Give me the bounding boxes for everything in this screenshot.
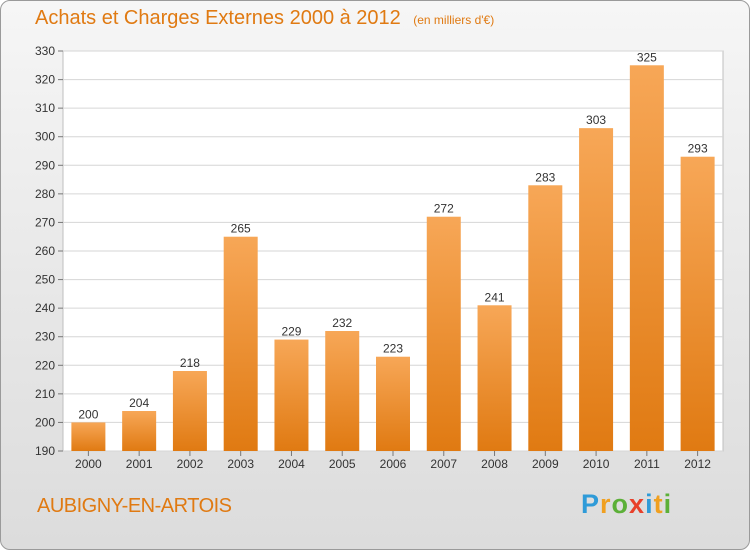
x-tick-label: 2008: [481, 457, 508, 471]
y-tick-label: 330: [35, 44, 55, 58]
brand-letter: P: [581, 489, 601, 519]
y-tick-label: 270: [35, 215, 55, 229]
data-label: 303: [586, 113, 606, 127]
brand-letter: r: [600, 489, 612, 519]
x-tick-label: 2006: [380, 457, 407, 471]
bar: [274, 339, 309, 451]
x-tick-label: 2010: [583, 457, 610, 471]
y-tick-label: 300: [35, 130, 55, 144]
data-label: 293: [688, 142, 708, 156]
brand-letter: t: [653, 489, 664, 519]
x-tick-label: 2002: [177, 457, 204, 471]
y-tick-label: 210: [35, 387, 55, 401]
data-label: 272: [434, 202, 454, 216]
x-tick-label: 2000: [75, 457, 102, 471]
bar: [426, 216, 461, 451]
y-tick-label: 240: [35, 301, 55, 315]
y-tick-label: 320: [35, 73, 55, 87]
data-label: 283: [535, 170, 555, 184]
bar: [629, 65, 664, 452]
bar: [528, 185, 563, 452]
data-label: 325: [637, 50, 657, 64]
y-tick-label: 190: [35, 444, 55, 458]
data-label: 241: [485, 290, 505, 304]
bars: 200 204 218 265 229 232 223 272 241 283 303 325 293: [71, 50, 715, 452]
brand-letter: i: [645, 489, 654, 519]
x-tick-label: 2005: [329, 457, 356, 471]
x-tick-label: 2011: [634, 457, 660, 471]
y-tick-label: 290: [35, 158, 55, 172]
y-tick-label: 200: [35, 415, 55, 429]
data-label: 200: [78, 407, 98, 421]
x-tick-label: 2009: [532, 457, 559, 471]
brand-logo: Proxiti: [581, 489, 672, 520]
x-tick-label: 2004: [278, 457, 305, 471]
bar: [122, 411, 157, 451]
x-tick-label: 2003: [227, 457, 254, 471]
x-tick-label: 2001: [126, 457, 153, 471]
commune-name: AUBIGNY-EN-ARTOIS: [37, 495, 232, 517]
data-label: 204: [129, 396, 149, 410]
brand-letter: i: [663, 489, 673, 519]
y-tick-label: 280: [35, 187, 55, 201]
bar: [172, 371, 207, 451]
bar: [223, 236, 258, 451]
bar: [376, 356, 410, 451]
title-row: Achats et Charges Externes 2000 à 2012 (…: [35, 7, 494, 30]
bar: [579, 128, 614, 451]
y-tick-label: 310: [35, 101, 55, 115]
bar: [71, 422, 106, 451]
bar: [325, 331, 360, 451]
chart-unit: (en milliers d'€): [413, 13, 495, 27]
brand-letter: x: [629, 489, 646, 519]
x-tick-label: 2007: [430, 457, 457, 471]
x-axis-ticks: 2000 2001 2002 2003 2004 2005 2006 2007 2008 2009…: [75, 451, 711, 471]
y-axis-ticks: 190 200 210 220 230 240 250 260 270 280 290 300 310 3…: [35, 44, 63, 458]
chart-title: Achats et Charges Externes 2000 à 2012: [35, 7, 401, 29]
data-label: 223: [383, 342, 403, 356]
bar: [680, 156, 715, 451]
data-label: 232: [332, 316, 352, 330]
x-tick-label: 2012: [684, 457, 711, 471]
data-label: 265: [231, 222, 251, 236]
y-tick-label: 230: [35, 330, 55, 344]
data-label: 229: [281, 325, 301, 339]
bar: [477, 305, 512, 451]
y-tick-label: 260: [35, 244, 55, 258]
data-label: 218: [180, 356, 200, 370]
y-tick-label: 220: [35, 358, 55, 372]
y-tick-label: 250: [35, 273, 55, 287]
brand-letter: o: [611, 489, 630, 519]
